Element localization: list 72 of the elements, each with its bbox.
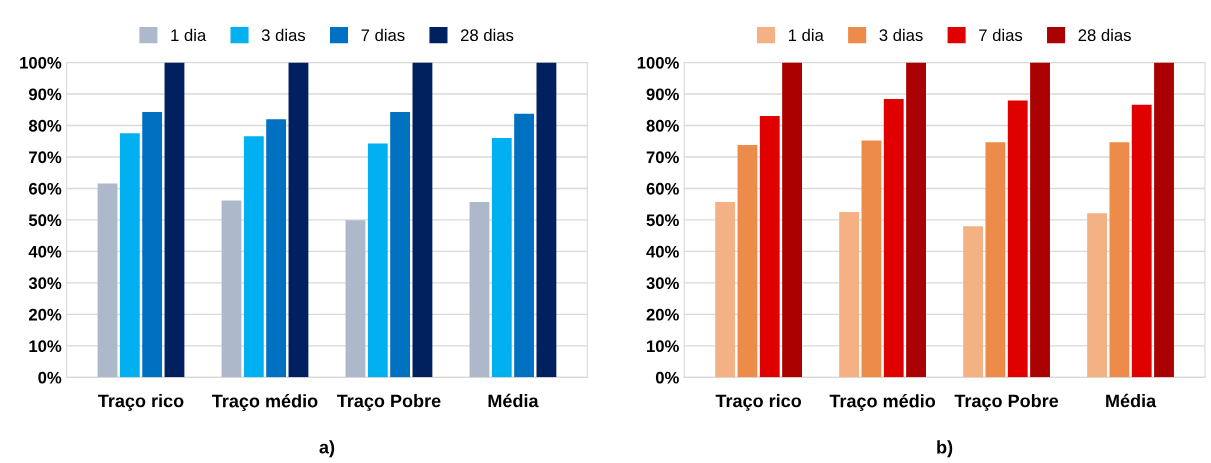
bar xyxy=(1154,62,1174,378)
bar xyxy=(367,143,388,378)
bar xyxy=(97,183,118,378)
bar xyxy=(288,62,309,378)
y-tick-label: 70% xyxy=(646,151,679,164)
bar xyxy=(759,116,780,378)
y-tick-label: 40% xyxy=(28,245,62,258)
bar xyxy=(266,119,287,378)
bar xyxy=(345,220,366,378)
y-tick-label: 20% xyxy=(646,308,679,321)
legend-label: 7 dias xyxy=(979,28,1023,42)
bar xyxy=(861,140,882,378)
y-tick-label: 80% xyxy=(646,119,679,132)
y-tick-label: 90% xyxy=(646,88,679,101)
bar xyxy=(514,113,535,378)
legend-label: 1 dia xyxy=(788,28,824,42)
legend-label: 7 dias xyxy=(361,28,405,42)
y-tick-label: 50% xyxy=(28,214,62,227)
legend-label: 1 dia xyxy=(171,28,207,42)
y-tick-label: 40% xyxy=(646,245,679,258)
y-tick-label: 50% xyxy=(646,214,679,227)
bar xyxy=(985,142,1006,378)
x-tick-label: Traço médio xyxy=(212,394,318,411)
text: a) xyxy=(319,440,335,458)
x-tick-label: Traço rico xyxy=(98,394,184,411)
bar xyxy=(1030,62,1050,378)
bar xyxy=(491,138,512,378)
bar xyxy=(1087,213,1107,378)
bar xyxy=(883,99,904,378)
bar xyxy=(536,62,557,378)
x-tick-label: Traço Pobre xyxy=(954,394,1059,411)
bar xyxy=(412,62,433,378)
y-tick-label: 60% xyxy=(646,182,679,195)
y-tick-label: 100% xyxy=(637,56,679,69)
bar xyxy=(119,133,140,378)
bar xyxy=(782,62,802,378)
x-tick-label: Traço rico xyxy=(715,394,802,411)
bar xyxy=(715,201,736,378)
y-tick-label: 10% xyxy=(647,340,679,353)
y-tick-label: 0% xyxy=(655,371,679,384)
y-tick-label: 20% xyxy=(28,308,62,321)
bar xyxy=(142,111,163,378)
x-tick-label: Média xyxy=(1106,393,1157,408)
y-tick-label: 100% xyxy=(20,56,62,69)
y-tick-label: 60% xyxy=(29,182,62,195)
x-tick-label: Traço médio xyxy=(829,394,936,411)
x-tick-label: Traço Pobre xyxy=(336,394,441,411)
bar xyxy=(390,111,411,378)
legend-label: 28 dias xyxy=(460,28,514,42)
bar xyxy=(164,62,185,378)
bar xyxy=(221,200,242,378)
bar xyxy=(963,226,984,378)
bar xyxy=(1109,142,1130,378)
legend-label: 3 dias xyxy=(261,28,306,42)
bar xyxy=(1007,100,1028,378)
y-tick-label: 90% xyxy=(28,88,62,101)
bar xyxy=(737,144,758,378)
legend-label: 28 dias xyxy=(1078,28,1131,42)
y-tick-label: 80% xyxy=(28,119,62,132)
bar xyxy=(243,136,264,378)
text: b) xyxy=(937,440,953,458)
bar xyxy=(469,201,490,378)
y-tick-label: 0% xyxy=(38,371,62,384)
y-tick-label: 70% xyxy=(29,151,62,164)
y-tick-label: 30% xyxy=(646,277,679,290)
bar xyxy=(906,62,926,378)
bar xyxy=(839,212,860,378)
y-tick-label: 10% xyxy=(29,340,62,353)
x-tick-label: Média xyxy=(488,393,539,408)
bar xyxy=(1131,104,1152,378)
legend-label: 3 dias xyxy=(879,28,923,42)
y-tick-label: 30% xyxy=(28,277,62,290)
